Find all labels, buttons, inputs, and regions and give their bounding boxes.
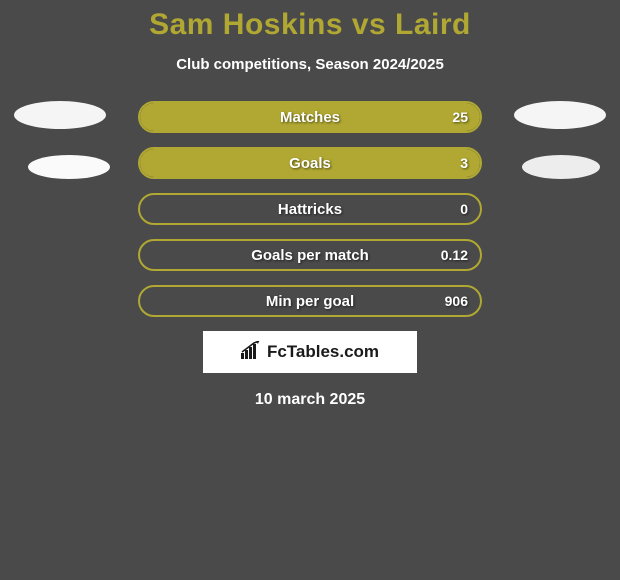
logo-text: FcTables.com: [267, 342, 379, 362]
stat-label: Goals: [140, 149, 480, 177]
stat-label: Matches: [140, 103, 480, 131]
barchart-icon: [241, 341, 263, 364]
stat-value: 3: [460, 149, 468, 177]
stat-row: Matches25: [138, 101, 482, 133]
page-title: Sam Hoskins vs Laird: [0, 0, 620, 42]
logo-box: FcTables.com: [203, 331, 417, 373]
stat-label: Min per goal: [140, 287, 480, 315]
stat-row: Hattricks0: [138, 193, 482, 225]
stat-row: Goals3: [138, 147, 482, 179]
stat-value: 0: [460, 195, 468, 223]
date-text: 10 march 2025: [0, 391, 620, 409]
stat-value: 0.12: [441, 241, 468, 269]
stat-row: Goals per match0.12: [138, 239, 482, 271]
stat-value: 906: [445, 287, 468, 315]
stat-label: Goals per match: [140, 241, 480, 269]
subtitle: Club competitions, Season 2024/2025: [0, 56, 620, 73]
stat-label: Hattricks: [140, 195, 480, 223]
stat-row: Min per goal906: [138, 285, 482, 317]
stat-value: 25: [452, 103, 468, 131]
stats-container: Matches25 Goals3 Hattricks0 Goals per match…: [0, 101, 620, 317]
